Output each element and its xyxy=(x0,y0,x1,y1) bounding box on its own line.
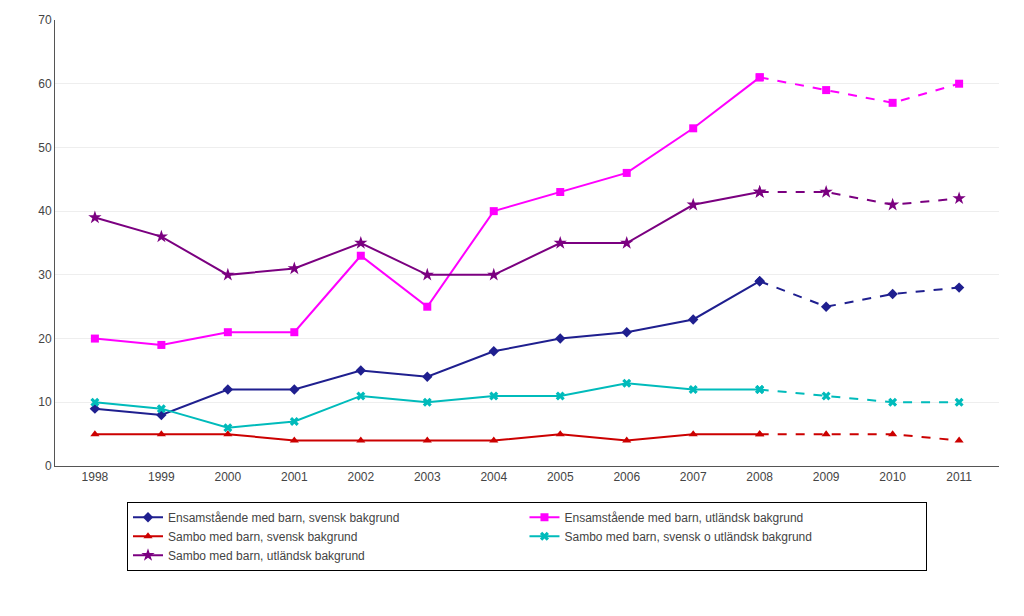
svg-text:70: 70 xyxy=(38,13,52,27)
svg-text:Sambo med barn, svensk o utlän: Sambo med barn, svensk o utländsk bakgru… xyxy=(564,530,811,544)
svg-text:Ensamstående med barn, utländs: Ensamstående med barn, utländsk bakgrund xyxy=(564,511,803,525)
svg-text:40: 40 xyxy=(38,204,52,218)
svg-text:Ensamstående med barn, svensk: Ensamstående med barn, svensk bakgrund xyxy=(168,511,399,525)
svg-text:2001: 2001 xyxy=(281,470,308,484)
svg-text:2007: 2007 xyxy=(680,470,707,484)
svg-text:2010: 2010 xyxy=(879,470,906,484)
svg-text:30: 30 xyxy=(38,268,52,282)
svg-text:2008: 2008 xyxy=(746,470,773,484)
svg-text:2006: 2006 xyxy=(613,470,640,484)
svg-text:60: 60 xyxy=(38,77,52,91)
svg-text:2000: 2000 xyxy=(214,470,241,484)
svg-text:2009: 2009 xyxy=(813,470,840,484)
svg-text:10: 10 xyxy=(38,395,52,409)
svg-text:1999: 1999 xyxy=(148,470,175,484)
svg-text:20: 20 xyxy=(38,332,52,346)
svg-text:2004: 2004 xyxy=(480,470,507,484)
svg-text:2005: 2005 xyxy=(547,470,574,484)
svg-text:2003: 2003 xyxy=(414,470,441,484)
svg-text:50: 50 xyxy=(38,141,52,155)
svg-text:Sambo med barn, svensk bakgrun: Sambo med barn, svensk bakgrund xyxy=(168,530,357,544)
svg-text:0: 0 xyxy=(45,459,52,473)
svg-text:2011: 2011 xyxy=(946,470,972,484)
svg-text:1998: 1998 xyxy=(82,470,109,484)
svg-text:2002: 2002 xyxy=(347,470,374,484)
svg-text:Sambo med barn, utländsk bakgr: Sambo med barn, utländsk bakgrund xyxy=(168,549,365,563)
